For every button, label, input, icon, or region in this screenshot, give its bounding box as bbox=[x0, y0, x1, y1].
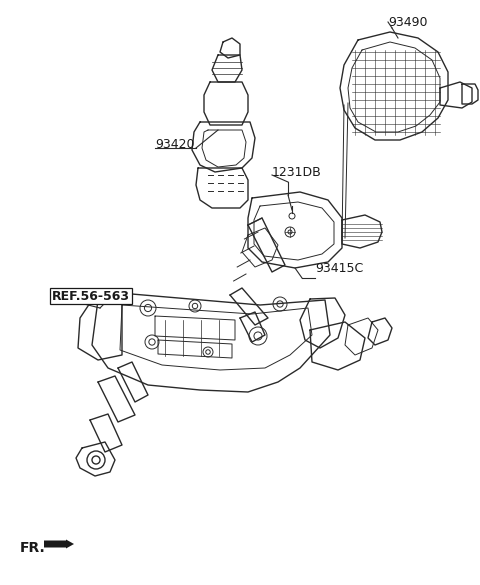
Text: REF.56-563: REF.56-563 bbox=[52, 290, 130, 302]
Text: 1231DB: 1231DB bbox=[272, 166, 322, 178]
Text: 93420: 93420 bbox=[155, 139, 194, 152]
Text: FR.: FR. bbox=[20, 541, 46, 555]
Text: 93415C: 93415C bbox=[315, 261, 363, 274]
FancyArrow shape bbox=[44, 539, 74, 549]
Text: 93490: 93490 bbox=[388, 15, 428, 29]
